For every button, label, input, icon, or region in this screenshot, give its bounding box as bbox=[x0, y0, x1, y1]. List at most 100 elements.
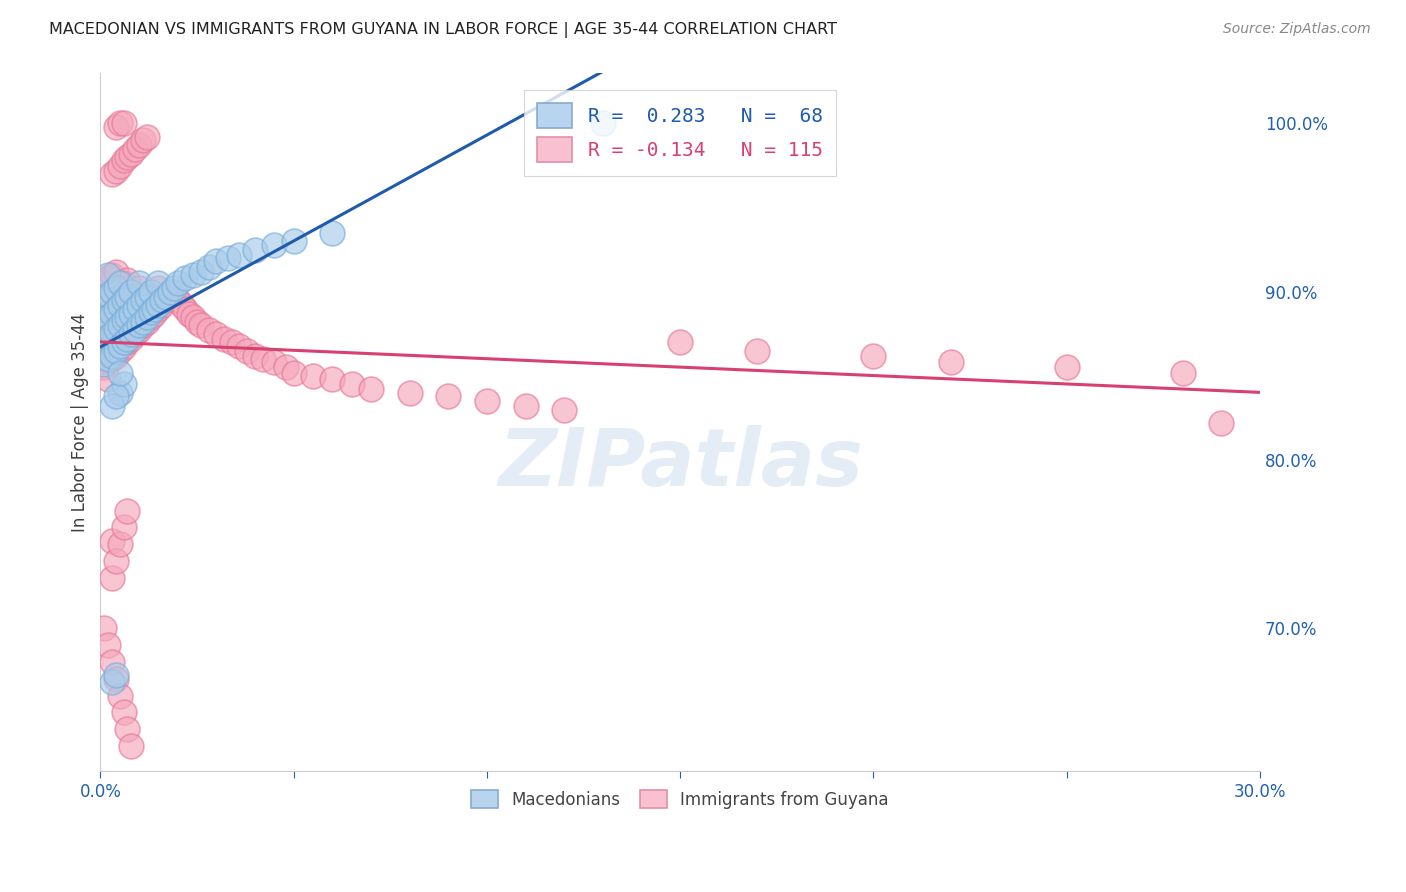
Point bbox=[112, 706, 135, 720]
Text: ZIPatlas: ZIPatlas bbox=[498, 425, 863, 503]
Point bbox=[124, 326, 146, 341]
Point bbox=[1211, 416, 1233, 430]
Y-axis label: In Labor Force | Age 35-44: In Labor Force | Age 35-44 bbox=[72, 312, 89, 532]
Point bbox=[132, 318, 155, 333]
Point bbox=[93, 621, 115, 635]
Point bbox=[553, 402, 575, 417]
Point bbox=[104, 307, 127, 321]
Point bbox=[101, 310, 124, 324]
Point bbox=[101, 290, 124, 304]
Point bbox=[117, 290, 139, 304]
Point bbox=[101, 268, 124, 282]
Point bbox=[112, 277, 135, 291]
Point bbox=[104, 389, 127, 403]
Point bbox=[93, 298, 115, 312]
Point bbox=[148, 298, 170, 312]
Point bbox=[112, 153, 135, 168]
Point bbox=[117, 503, 139, 517]
Point bbox=[104, 343, 127, 358]
Point bbox=[93, 357, 115, 371]
Point bbox=[108, 281, 131, 295]
Point bbox=[132, 298, 155, 312]
Point bbox=[104, 554, 127, 568]
Point bbox=[104, 163, 127, 178]
Point bbox=[108, 323, 131, 337]
Point bbox=[939, 355, 962, 369]
Point bbox=[104, 326, 127, 341]
Point bbox=[101, 326, 124, 341]
Point bbox=[108, 298, 131, 312]
Point bbox=[166, 293, 188, 308]
Point bbox=[112, 116, 135, 130]
Legend: Macedonians, Immigrants from Guyana: Macedonians, Immigrants from Guyana bbox=[465, 783, 896, 815]
Point bbox=[274, 360, 297, 375]
Point bbox=[104, 301, 127, 316]
Point bbox=[101, 571, 124, 585]
Point bbox=[120, 307, 142, 321]
Point bbox=[475, 394, 498, 409]
Point bbox=[117, 150, 139, 164]
Point bbox=[93, 335, 115, 350]
Point bbox=[321, 226, 343, 240]
Point bbox=[243, 243, 266, 257]
Text: MACEDONIAN VS IMMIGRANTS FROM GUYANA IN LABOR FORCE | AGE 35-44 CORRELATION CHAR: MACEDONIAN VS IMMIGRANTS FROM GUYANA IN … bbox=[49, 22, 837, 38]
Point bbox=[159, 290, 181, 304]
Point bbox=[205, 254, 228, 268]
Point bbox=[669, 335, 692, 350]
Point bbox=[97, 330, 120, 344]
Point bbox=[108, 159, 131, 173]
Point bbox=[124, 323, 146, 337]
Point bbox=[360, 383, 382, 397]
Point bbox=[283, 234, 305, 248]
Point bbox=[101, 332, 124, 346]
Point bbox=[174, 271, 197, 285]
Point bbox=[321, 372, 343, 386]
Point bbox=[97, 271, 120, 285]
Point bbox=[128, 301, 150, 316]
Text: Source: ZipAtlas.com: Source: ZipAtlas.com bbox=[1223, 22, 1371, 37]
Point bbox=[117, 335, 139, 350]
Point bbox=[128, 138, 150, 153]
Point bbox=[108, 338, 131, 352]
Point bbox=[104, 264, 127, 278]
Point bbox=[104, 668, 127, 682]
Point bbox=[243, 349, 266, 363]
Point bbox=[108, 116, 131, 130]
Point bbox=[128, 277, 150, 291]
Point bbox=[97, 288, 120, 302]
Point bbox=[181, 268, 204, 282]
Point bbox=[108, 385, 131, 400]
Point bbox=[117, 293, 139, 308]
Point bbox=[108, 366, 131, 380]
Point bbox=[108, 689, 131, 703]
Point bbox=[263, 355, 285, 369]
Point bbox=[190, 318, 212, 333]
Point bbox=[117, 310, 139, 324]
Point bbox=[101, 655, 124, 669]
Point bbox=[117, 315, 139, 329]
Point bbox=[1171, 366, 1194, 380]
Point bbox=[128, 281, 150, 295]
Point bbox=[163, 281, 186, 295]
Point bbox=[93, 277, 115, 291]
Point bbox=[117, 723, 139, 737]
Point bbox=[112, 340, 135, 354]
Point bbox=[108, 537, 131, 551]
Point bbox=[93, 315, 115, 329]
Point bbox=[117, 332, 139, 346]
Point bbox=[148, 301, 170, 316]
Point bbox=[97, 293, 120, 308]
Point bbox=[120, 290, 142, 304]
Point bbox=[101, 307, 124, 321]
Point bbox=[159, 285, 181, 299]
Point bbox=[97, 310, 120, 324]
Point bbox=[97, 335, 120, 350]
Point bbox=[108, 343, 131, 358]
Point bbox=[124, 142, 146, 156]
Point bbox=[197, 260, 219, 274]
Point bbox=[120, 285, 142, 299]
Point bbox=[190, 264, 212, 278]
Point bbox=[236, 343, 259, 358]
Point bbox=[515, 399, 537, 413]
Point bbox=[97, 268, 120, 282]
